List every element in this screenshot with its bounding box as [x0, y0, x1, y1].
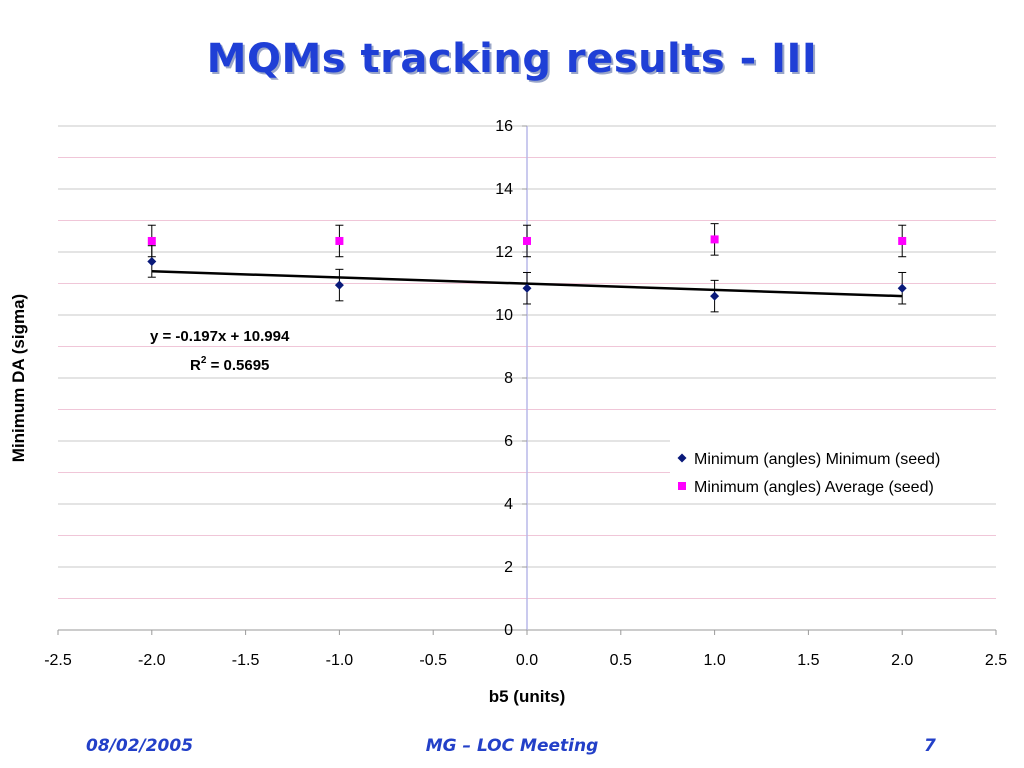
y-tick-label: 10	[495, 307, 513, 324]
x-tick-label: -2.0	[138, 652, 166, 669]
footer-page-number: 7	[924, 736, 936, 756]
trendline-equation: y = -0.197x + 10.994 R2 = 0.5695	[150, 328, 290, 374]
series-1	[147, 245, 907, 313]
slide-title: MQMs tracking results - III	[206, 36, 818, 82]
r2-value: = 0.5695	[206, 357, 269, 374]
y-tick-label: 6	[504, 433, 513, 450]
legend-label: Minimum (angles) Average (seed)	[694, 479, 934, 496]
y-axis-label: Minimum DA (sigma)	[9, 294, 28, 462]
x-tick-label: -1.0	[326, 652, 354, 669]
footer-date: 08/02/2005	[86, 736, 194, 756]
series-2	[147, 223, 907, 258]
r2-superscript: 2	[201, 355, 207, 366]
x-tick-label: -0.5	[419, 652, 447, 669]
trendline-r2-text: R2 = 0.5695	[190, 355, 269, 374]
x-tick-label: 2.0	[891, 652, 913, 669]
y-tick-label: 16	[495, 118, 513, 135]
y-tick-label: 8	[504, 370, 513, 387]
data-point	[898, 236, 907, 245]
x-tick-label: -1.5	[232, 652, 260, 669]
legend-marker	[678, 482, 686, 490]
y-tick-label: 2	[504, 559, 513, 576]
legend-box	[670, 440, 1000, 502]
x-tick-label: 1.0	[703, 652, 725, 669]
axis-layer: -2.5 -2.0 -1.5 -1.0 -0.5 0.0 0.5 1.0 1.5 2.0 2.5 0 2…	[44, 118, 1007, 669]
series-layer	[147, 223, 907, 313]
footer-meeting: MG – LOC Meeting	[425, 736, 599, 756]
data-point	[710, 291, 720, 301]
data-point	[147, 256, 157, 266]
data-point	[335, 236, 344, 245]
y-tick-label: 0	[504, 622, 513, 639]
x-tick-label: -2.5	[44, 652, 72, 669]
x-tick-label: 0.5	[610, 652, 632, 669]
legend: Minimum (angles) Minimum (seed) Minimum (…	[670, 440, 1000, 502]
data-point	[147, 236, 156, 245]
y-tick-label: 4	[504, 496, 513, 513]
x-tick-label: 0.0	[516, 652, 538, 669]
data-point	[710, 235, 719, 244]
x-tick-label: 1.5	[797, 652, 819, 669]
r2-label: R	[190, 357, 201, 374]
x-axis-label: b5 (units)	[489, 687, 566, 706]
data-point	[523, 236, 531, 245]
trendline-equation-text: y = -0.197x + 10.994	[150, 328, 290, 345]
data-point	[522, 283, 532, 293]
data-point	[897, 283, 907, 293]
x-tick-label: 2.5	[985, 652, 1007, 669]
legend-label: Minimum (angles) Minimum (seed)	[694, 451, 940, 468]
data-point	[334, 280, 344, 290]
legend-marker	[677, 453, 687, 463]
y-tick-label: 12	[495, 244, 513, 261]
y-tick-label: 14	[495, 181, 513, 198]
